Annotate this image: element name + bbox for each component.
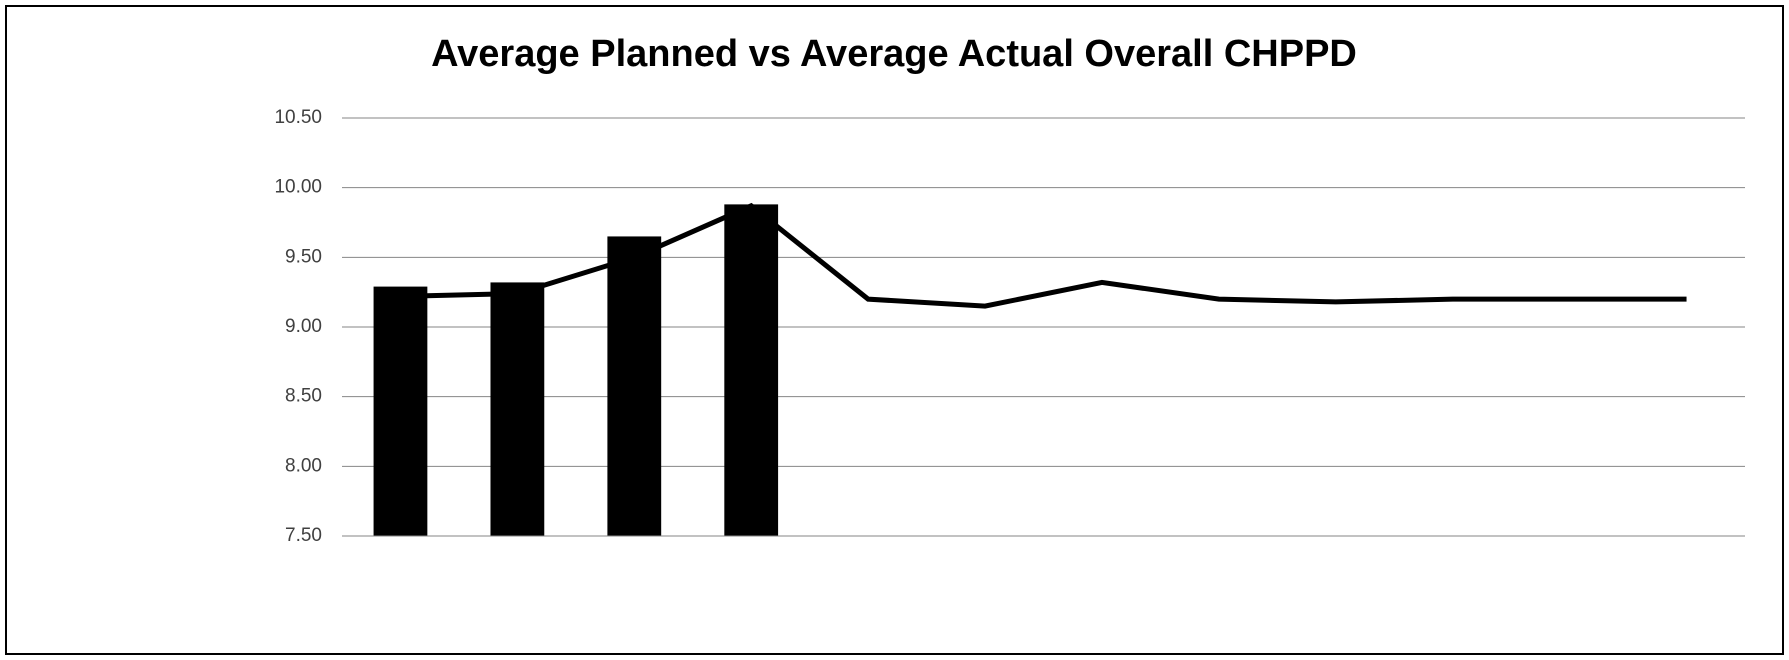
bar [724, 204, 779, 537]
y-tick-label: 8.50 [285, 386, 322, 407]
y-tick-label: 9.50 [285, 246, 322, 267]
bar [490, 282, 545, 536]
y-tick-label: 10.00 [274, 177, 322, 198]
y-tick-label: 10.50 [274, 107, 322, 128]
y-tick-label: 9.00 [285, 316, 322, 337]
bar [607, 236, 662, 536]
bar [373, 286, 428, 536]
y-tick-label: 8.00 [285, 455, 322, 476]
chart-title: Average Planned vs Average Actual Overal… [431, 33, 1357, 75]
chart-border [5, 5, 1784, 655]
line [400, 202, 1687, 309]
y-tick-label: 7.50 [285, 525, 322, 546]
